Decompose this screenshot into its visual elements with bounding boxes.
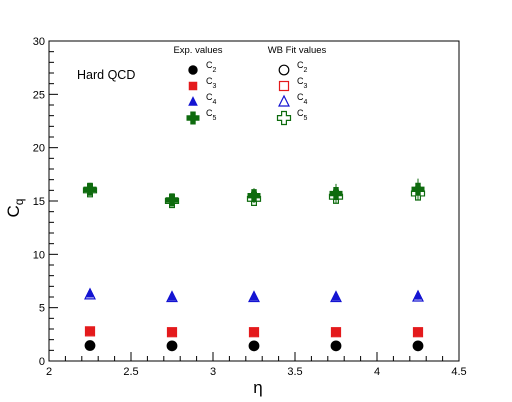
y-axis-label: Cq xyxy=(4,199,26,218)
series-exp-c4 xyxy=(85,287,423,301)
x-axis: 2 2.5 3 3.5 4 4.5 xyxy=(46,352,467,378)
data-point xyxy=(166,340,178,352)
data-point xyxy=(84,326,96,337)
legend-marker xyxy=(278,94,290,107)
legend: Exp. values WB Fit values C2 C3 C4 C5 C2 C3 C4… xyxy=(173,45,327,126)
y-axis-label-sub: q xyxy=(12,199,26,206)
data-point xyxy=(330,327,342,338)
legend-marker xyxy=(276,110,292,126)
chart-annotation: Hard QCD xyxy=(77,68,135,82)
data-point xyxy=(85,326,95,336)
data-point xyxy=(249,341,259,351)
x-tick-label: 3.5 xyxy=(287,366,302,378)
legend-marker xyxy=(188,96,198,106)
legend-label: C2 xyxy=(297,60,308,74)
legend-marker xyxy=(186,111,200,125)
legend-title-fit: WB Fit values xyxy=(268,45,327,56)
series-exp-c2 xyxy=(85,340,423,351)
data-point xyxy=(167,341,177,351)
svg-text:Cq: Cq xyxy=(4,199,26,218)
data-point xyxy=(85,340,95,351)
data-point xyxy=(167,291,177,301)
data-point xyxy=(331,291,341,301)
x-axis-label: η xyxy=(253,378,262,397)
data-point xyxy=(330,340,342,352)
data-point xyxy=(166,327,178,338)
x-tick-label: 4.5 xyxy=(451,366,466,378)
y-axis: 0 5 10 15 20 25 30 xyxy=(33,36,58,368)
y-tick-label: 15 xyxy=(33,196,45,208)
data-point xyxy=(248,340,260,352)
data-point xyxy=(411,182,425,196)
series-exp-c3 xyxy=(85,326,423,337)
legend-label: C3 xyxy=(206,76,217,90)
legend-marker xyxy=(278,80,290,92)
data-point xyxy=(84,340,96,351)
data-point xyxy=(85,287,95,298)
data-point xyxy=(247,189,261,203)
y-tick-label: 30 xyxy=(33,36,45,48)
legend-label: C5 xyxy=(206,108,217,122)
legend-marker xyxy=(188,65,198,75)
legend-label: C4 xyxy=(297,92,308,106)
y-tick-label: 0 xyxy=(39,356,45,368)
data-point xyxy=(331,327,341,337)
series-fit-c2 xyxy=(84,340,424,352)
y-tick-label: 25 xyxy=(33,89,45,101)
data-point xyxy=(412,327,424,338)
legend-marker xyxy=(188,81,198,91)
legend-label: C3 xyxy=(297,76,308,90)
data-point xyxy=(167,327,177,337)
data-point xyxy=(249,327,259,337)
y-axis-label-main: C xyxy=(4,205,23,217)
legend-label: C2 xyxy=(206,60,217,74)
y-tick-label: 10 xyxy=(33,249,45,261)
data-point xyxy=(413,290,423,300)
x-tick-label: 2 xyxy=(46,366,52,378)
legend-label: C5 xyxy=(297,108,308,122)
x-tick-label: 4 xyxy=(374,366,380,378)
data-point xyxy=(413,341,423,351)
series-exp-c5 xyxy=(83,178,425,207)
data-point xyxy=(331,341,341,351)
data-point xyxy=(248,327,260,338)
data-point xyxy=(413,327,423,337)
legend-title-exp: Exp. values xyxy=(173,45,222,56)
x-tick-label: 2.5 xyxy=(123,366,138,378)
data-point xyxy=(412,340,424,352)
data-point xyxy=(329,187,343,201)
data-point xyxy=(83,182,97,196)
legend-marker xyxy=(278,64,290,76)
legend-label: C4 xyxy=(206,92,217,106)
data-markers xyxy=(82,178,426,352)
series-fit-c3 xyxy=(84,326,424,338)
data-point xyxy=(249,291,259,301)
y-tick-label: 20 xyxy=(33,143,45,155)
y-tick-label: 5 xyxy=(39,303,45,315)
data-point xyxy=(165,193,179,207)
x-tick-label: 3 xyxy=(210,366,216,378)
